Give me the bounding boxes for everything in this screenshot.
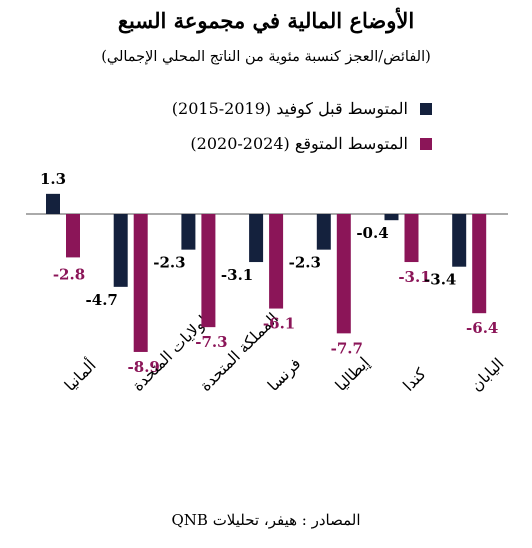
value-label-pre-covid-1: -4.7 xyxy=(86,291,118,309)
value-label-pre-covid-0: 1.3 xyxy=(40,170,66,188)
value-label-pre-covid-2: -2.3 xyxy=(153,254,185,272)
bar-forecast-0 xyxy=(66,214,80,258)
value-label-forecast-1: -8.9 xyxy=(128,358,160,376)
bar-pre-covid-4 xyxy=(316,214,331,250)
bar-forecast-2 xyxy=(201,214,216,328)
bar-forecast-4 xyxy=(336,214,351,334)
value-label-forecast-6: -6.4 xyxy=(466,319,498,337)
legend-swatch-forecast xyxy=(420,137,432,150)
value-label-forecast-3: -6.1 xyxy=(263,315,295,333)
value-label-forecast-4: -7.7 xyxy=(331,339,363,357)
value-label-forecast-2: -7.3 xyxy=(195,333,227,351)
bar-forecast-1 xyxy=(133,214,148,352)
bar-forecast-5 xyxy=(404,214,419,263)
bar-pre-covid-5 xyxy=(384,214,399,221)
bar-pre-covid-3 xyxy=(249,214,264,263)
legend-item-forecast: المتوسط المتوقع (2024-2020) xyxy=(190,134,432,153)
chart-subtitle: (الفائض/العجز كنسبة مئوية من الناتج المح… xyxy=(101,49,431,65)
category-label-0: ألمانيا xyxy=(60,355,100,395)
category-label-5: كندا xyxy=(400,364,430,394)
category-label-6: اليابان xyxy=(467,355,507,395)
value-label-forecast-5: -3.1 xyxy=(398,268,430,286)
value-label-forecast-0: -2.8 xyxy=(53,265,85,283)
legend-swatch-pre-covid xyxy=(420,102,432,115)
bar-pre-covid-0 xyxy=(46,193,60,214)
value-label-pre-covid-4: -2.3 xyxy=(289,254,321,272)
chart-title: الأوضاع المالية في مجموعة السبع xyxy=(117,8,415,33)
bar-pre-covid-2 xyxy=(181,214,196,250)
bar-pre-covid-1 xyxy=(113,214,128,287)
source-note: المصادر : هيفر، تحليلات QNB xyxy=(171,511,361,529)
value-label-pre-covid-3: -3.1 xyxy=(221,266,253,284)
legend-item-pre-covid: المتوسط قبل كوفيد (2019-2015) xyxy=(172,99,432,118)
bar-forecast-3 xyxy=(269,214,284,309)
bar-pre-covid-6 xyxy=(452,214,467,267)
legend-label-pre-covid: المتوسط قبل كوفيد (2019-2015) xyxy=(171,99,408,118)
value-label-pre-covid-6: -3.4 xyxy=(424,271,456,289)
value-label-pre-covid-5: -0.4 xyxy=(356,224,388,242)
legend-label-forecast: المتوسط المتوقع (2024-2020) xyxy=(190,134,408,153)
bar-forecast-6 xyxy=(472,214,487,314)
category-label-3: فرنسا xyxy=(264,355,304,395)
category-label-4: إيطاليا xyxy=(332,354,373,395)
